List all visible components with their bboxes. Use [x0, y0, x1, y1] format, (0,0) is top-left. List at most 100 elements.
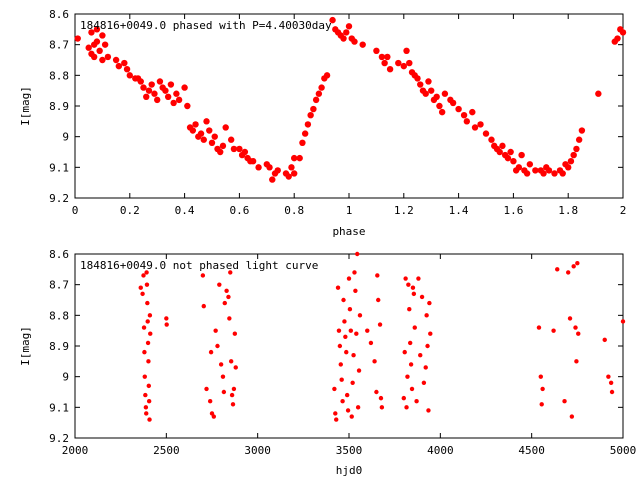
phased-data-point	[532, 167, 539, 174]
phased-data-point	[414, 75, 421, 82]
unphased-data-point	[344, 349, 349, 355]
phased-data-point	[559, 170, 566, 177]
phased-x-tick-label: 1.2	[394, 204, 414, 217]
phased-y-tick-label: 8.9	[49, 100, 69, 113]
phased-data-point	[438, 108, 446, 116]
phased-y-tick-label: 9.2	[49, 192, 69, 205]
phased-data-point	[217, 148, 224, 156]
phased-data-point	[567, 158, 575, 165]
phased-data-point	[140, 84, 147, 91]
unphased-data-point	[343, 334, 348, 339]
phased-data-point	[121, 59, 128, 67]
unphased-data-point	[145, 319, 150, 324]
unphased-data-point	[606, 374, 611, 379]
phased-x-tick-label: 2	[620, 204, 627, 217]
unphased-y-tick-label: 8.6	[49, 248, 69, 261]
unphased-data-point	[408, 362, 414, 367]
phased-x-tick-label: 1	[346, 204, 353, 217]
unphased-x-tick-label: 2000	[62, 444, 89, 457]
unphased-data-point	[341, 297, 346, 303]
unphased-data-point	[350, 380, 355, 385]
unphased-data-point	[335, 285, 341, 290]
phased-data-point	[573, 145, 580, 153]
unphased-data-point	[419, 294, 425, 300]
unphased-data-point	[567, 316, 573, 321]
phased-data-point	[565, 164, 572, 171]
phased-data-point	[266, 164, 273, 171]
unphased-data-point	[143, 405, 149, 410]
unphased-y-axis-label: I[mag]	[19, 326, 32, 366]
phased-data-point	[285, 173, 292, 180]
unphased-data-point	[423, 365, 428, 370]
unphased-data-point	[224, 288, 229, 293]
unphased-data-point	[411, 291, 417, 297]
phased-data-point	[219, 142, 227, 150]
unphased-data-point	[357, 313, 363, 318]
phased-data-point	[323, 72, 331, 79]
phased-data-point	[329, 16, 336, 24]
phased-y-tick-label: 9	[62, 131, 69, 144]
phased-data-point	[200, 136, 207, 143]
phased-data-point	[510, 158, 517, 165]
unphased-data-point	[425, 343, 430, 349]
phased-data-point	[154, 96, 161, 104]
phased-data-point	[115, 62, 123, 70]
unphased-data-point	[540, 386, 545, 392]
phased-data-point	[301, 130, 309, 137]
phased-data-point	[162, 87, 169, 94]
phased-data-point	[343, 29, 350, 36]
phased-x-tick-label: 0	[72, 204, 79, 217]
phased-y-axis-label: I[mag]	[19, 86, 32, 126]
unphased-data-point	[218, 362, 224, 367]
phased-data-point	[296, 154, 303, 162]
unphased-data-point	[232, 331, 238, 336]
phased-x-tick-label: 0.2	[120, 204, 140, 217]
phased-data-point	[96, 47, 103, 54]
unphased-data-point	[147, 313, 153, 318]
unphased-data-point	[401, 395, 406, 401]
phased-data-point	[99, 56, 106, 64]
phased-data-point	[441, 90, 449, 97]
unphased-data-point	[145, 340, 151, 346]
unphased-x-axis-label: hjd0	[336, 464, 363, 477]
phased-data-point	[504, 154, 512, 162]
unphased-light-curve-chart: 2000 2500 3000 3500 4000 4500 5000 8.6 8.7 8.8 8.9…	[19, 248, 636, 477]
phased-data-point	[304, 121, 312, 128]
unphased-y-tick-label: 9	[62, 371, 69, 384]
unphased-data-point	[332, 386, 337, 392]
unphased-data-point	[342, 319, 347, 324]
phased-data-point	[400, 62, 407, 70]
phased-data-point	[175, 96, 183, 104]
phased-data-point	[315, 90, 323, 97]
phased-data-point	[85, 44, 92, 51]
phased-data-point	[384, 53, 391, 61]
unphased-data-point	[334, 417, 339, 422]
unphased-data-point	[142, 374, 147, 379]
phased-data-point	[203, 118, 210, 125]
phased-y-tick-label: 8.6	[49, 8, 69, 21]
unphased-data-point	[207, 399, 213, 404]
unphased-data-point	[355, 405, 361, 410]
phased-data-point	[255, 164, 262, 171]
phased-data-point	[526, 161, 534, 168]
phased-x-axis-label: phase	[332, 225, 365, 238]
unphased-data-point	[620, 319, 626, 324]
unphased-axis-ticks: 2000 2500 3000 3500 4000 4500 5000 8.6 8.7 8.8 8.9…	[49, 248, 636, 457]
phased-data-point	[482, 130, 490, 137]
phased-data-point	[515, 164, 523, 171]
unphased-data-point	[347, 307, 353, 312]
unphased-data-point	[404, 405, 409, 410]
phased-y-tick-label: 9.1	[49, 161, 69, 174]
phased-data-point	[299, 139, 306, 146]
unphased-data-point	[424, 313, 429, 318]
unphased-data-point	[145, 300, 150, 306]
unphased-data-point	[215, 343, 220, 349]
unphased-data-point	[352, 270, 357, 275]
phased-data-point	[570, 151, 577, 159]
phased-axis-ticks: 0 0.2 0.4 0.6 0.8 1 1.2 1.4 1.6 1.8 2 8.6 8.7 8.8 8.9 9…	[49, 8, 626, 217]
phased-data-point	[359, 41, 366, 48]
unphased-data-point	[228, 359, 234, 364]
phased-data-point	[488, 136, 495, 143]
unphased-data-point	[402, 349, 407, 355]
